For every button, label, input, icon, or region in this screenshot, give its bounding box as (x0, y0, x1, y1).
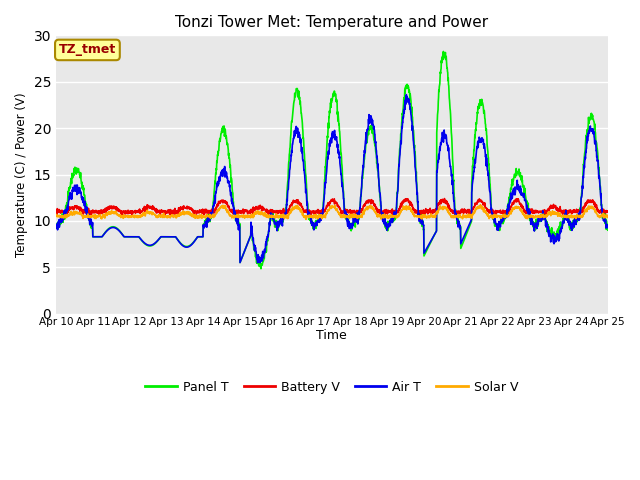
Air T (604, 222, 612, 228)
Air T (52, 222, 60, 228)
Solar V (302, 216, 310, 222)
Battery V (604, 209, 612, 215)
Panel T (604, 227, 612, 233)
Air T (360, 152, 368, 158)
Air T (571, 219, 579, 225)
Air T (256, 260, 264, 265)
Panel T (206, 219, 214, 225)
Y-axis label: Temperature (C) / Power (V): Temperature (C) / Power (V) (15, 92, 28, 257)
Title: Tonzi Tower Met: Temperature and Power: Tonzi Tower Met: Temperature and Power (175, 15, 488, 30)
Panel T (360, 159, 368, 165)
X-axis label: Time: Time (317, 329, 348, 342)
Battery V (52, 209, 60, 215)
Solar V (360, 208, 368, 214)
Solar V (493, 213, 500, 218)
Battery V (348, 208, 356, 214)
Air T (556, 236, 563, 242)
Battery V (493, 209, 500, 215)
Battery V (571, 209, 579, 215)
Panel T (440, 48, 447, 54)
Solar V (206, 212, 214, 217)
Panel T (348, 224, 356, 229)
Panel T (52, 221, 60, 227)
Battery V (360, 204, 368, 209)
Panel T (571, 218, 579, 224)
Air T (403, 92, 410, 97)
Air T (206, 215, 214, 221)
Solar V (348, 213, 356, 218)
Solar V (556, 212, 563, 217)
Air T (348, 221, 356, 227)
Line: Air T: Air T (56, 95, 608, 263)
Solar V (477, 202, 484, 208)
Text: TZ_tmet: TZ_tmet (59, 43, 116, 57)
Battery V (440, 196, 448, 202)
Line: Battery V: Battery V (56, 199, 608, 215)
Battery V (556, 207, 563, 213)
Solar V (604, 215, 612, 220)
Line: Panel T: Panel T (56, 51, 608, 269)
Line: Solar V: Solar V (56, 205, 608, 219)
Panel T (257, 266, 265, 272)
Solar V (52, 213, 60, 218)
Legend: Panel T, Battery V, Air T, Solar V: Panel T, Battery V, Air T, Solar V (140, 376, 524, 399)
Solar V (571, 214, 579, 220)
Panel T (556, 223, 563, 229)
Air T (493, 221, 500, 227)
Battery V (307, 212, 315, 218)
Battery V (206, 208, 214, 214)
Panel T (493, 221, 500, 227)
